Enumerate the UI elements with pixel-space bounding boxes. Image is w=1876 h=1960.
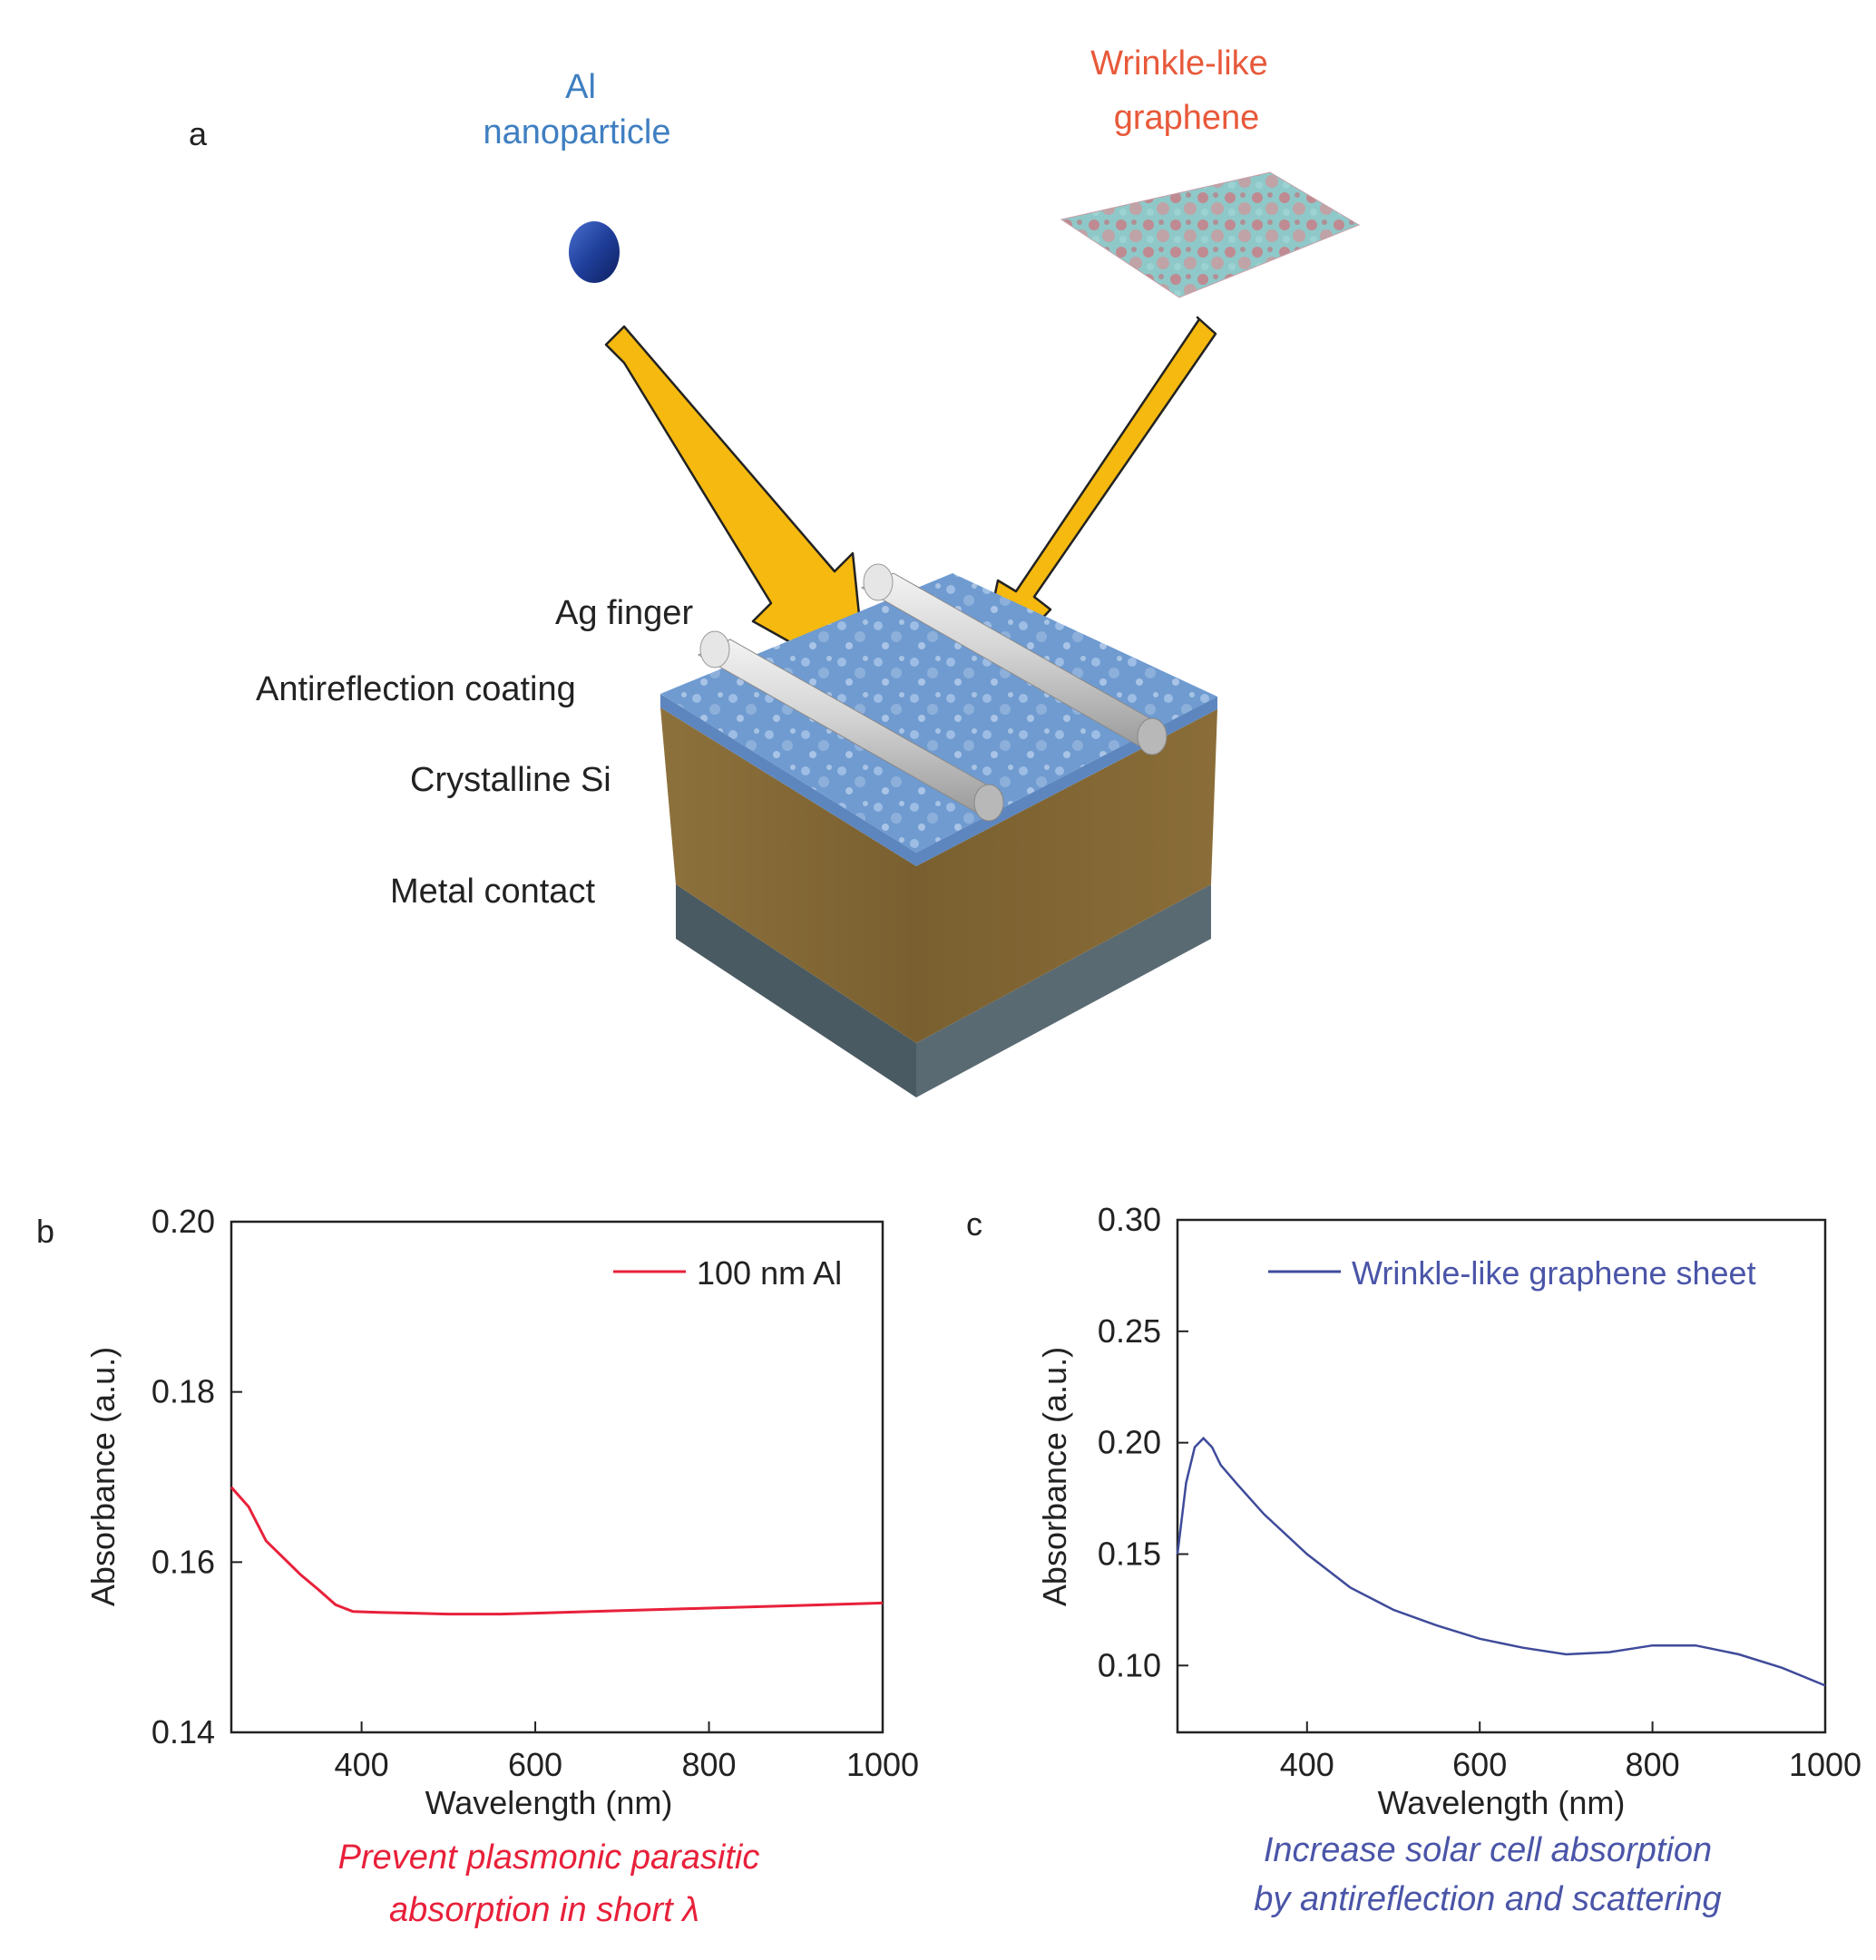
plot-b-xlabel: Wavelength (nm)	[425, 1784, 673, 1821]
legend-c-label: Wrinkle-like graphene sheet	[1352, 1254, 1756, 1292]
layer-label-ag-finger: Ag finger	[555, 594, 693, 632]
panel-b-letter: b	[36, 1213, 54, 1250]
coating-front-edge	[660, 694, 916, 866]
plot-b-frame	[230, 1220, 884, 1734]
layer-label-metal-contact: Metal contact	[390, 873, 595, 911]
panel-c: c 400 600 800 1000 0.10 0.15 0.20 0.25 0.30 Wrin…	[966, 1201, 1861, 1918]
al-nanoparticle	[569, 221, 620, 283]
b-ytick-label: 0.20	[151, 1203, 215, 1240]
si-front	[660, 707, 916, 1043]
plot-b-ticks	[231, 1221, 884, 1733]
c-xtick-label: 600	[1452, 1746, 1507, 1783]
caption-c-line2: by antireflection and scattering	[1254, 1880, 1721, 1918]
b-ytick-label: 0.14	[151, 1713, 215, 1750]
caption-b-line1: Prevent plasmonic parasitic	[338, 1838, 760, 1877]
metal-contact-side	[916, 884, 1211, 1097]
series-line-100nm-al	[230, 1486, 884, 1616]
antireflection-coating-top	[660, 573, 1217, 853]
b-xtick-label: 600	[508, 1746, 562, 1783]
solar-cell-block	[660, 563, 1217, 1097]
si-side	[916, 709, 1217, 1043]
c-ytick-label: 0.25	[1098, 1312, 1161, 1350]
plot-c-ticks	[1177, 1219, 1826, 1732]
plot-c-frame	[1176, 1218, 1827, 1734]
layer-label-crystalline-si: Crystalline Si	[410, 761, 611, 799]
legend-b-label: 100 nm Al	[697, 1254, 842, 1292]
ag-finger-back	[860, 563, 1168, 756]
layer-label-antireflection: Antireflection coating	[256, 670, 576, 708]
panel-c-letter: c	[966, 1205, 982, 1243]
graphene-label-line2: graphene	[1114, 99, 1260, 137]
b-ytick-label: 0.18	[151, 1373, 215, 1410]
c-ytick-label: 0.20	[1098, 1424, 1161, 1461]
graphene-sheet	[1060, 171, 1361, 298]
ag-finger-front	[697, 630, 1004, 822]
b-xtick-label: 800	[681, 1746, 736, 1783]
c-ytick-label: 0.10	[1098, 1646, 1161, 1683]
caption-c-line1: Increase solar cell absorption	[1264, 1831, 1712, 1869]
al-label-line1: Al	[565, 68, 596, 106]
c-xtick-label: 800	[1626, 1746, 1680, 1783]
plot-c-ylabel: Absorbance (a.u.)	[1036, 1347, 1073, 1606]
plot-c-xlabel: Wavelength (nm)	[1378, 1784, 1626, 1821]
b-ytick-label: 0.16	[151, 1543, 215, 1580]
c-xtick-label: 400	[1280, 1746, 1334, 1783]
c-xtick-label: 1000	[1789, 1746, 1861, 1783]
graphene-label-line1: Wrinkle-like	[1090, 44, 1268, 83]
c-ytick-label: 0.15	[1098, 1535, 1161, 1572]
series-line-wrinkle-graphene	[1176, 1436, 1826, 1687]
b-xtick-label: 400	[335, 1746, 389, 1783]
al-label-line2: nanoparticle	[483, 113, 670, 151]
plot-b-ylabel: Absorbance (a.u.)	[84, 1347, 122, 1606]
panel-a-letter: a	[189, 115, 208, 152]
caption-b-line2: absorption in short λ	[389, 1891, 699, 1929]
metal-contact-front	[676, 884, 916, 1097]
plot-b-tick-labels: 400 600 800 1000 0.14 0.16 0.18 0.20	[151, 1203, 919, 1783]
b-xtick-label: 1000	[846, 1746, 919, 1783]
panel-b: b 400 600 800 1000 0.14 0.16 0.18 0.20 100 nm A…	[36, 1203, 919, 1929]
plot-c-tick-labels: 400 600 800 1000 0.10 0.15 0.20 0.25 0.30	[1098, 1201, 1861, 1783]
c-ytick-label: 0.30	[1098, 1201, 1161, 1238]
panel-a: a Al nanoparticle Wrinkle-like graphene	[189, 44, 1361, 1097]
